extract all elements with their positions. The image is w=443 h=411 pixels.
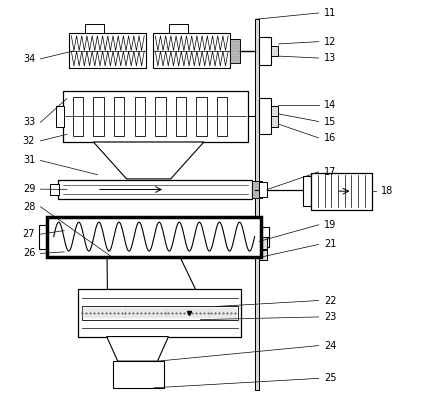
Bar: [58, 180, 253, 199]
Text: 22: 22: [324, 296, 336, 305]
Text: 24: 24: [324, 341, 336, 351]
Bar: [50, 184, 59, 195]
Bar: [176, 97, 186, 136]
Bar: [114, 97, 124, 136]
Text: 12: 12: [324, 37, 336, 47]
Bar: [271, 106, 279, 116]
Text: 16: 16: [324, 133, 336, 143]
Bar: [311, 173, 372, 210]
Bar: [78, 289, 241, 337]
Bar: [255, 19, 259, 390]
Text: 32: 32: [23, 136, 35, 146]
Text: 15: 15: [324, 117, 336, 127]
Polygon shape: [107, 257, 196, 289]
Bar: [259, 250, 267, 260]
Text: 13: 13: [324, 53, 336, 63]
Bar: [197, 97, 207, 136]
Text: 21: 21: [324, 240, 336, 249]
Bar: [217, 97, 227, 136]
Bar: [62, 91, 248, 142]
Bar: [259, 37, 272, 65]
Bar: [56, 106, 64, 127]
Bar: [259, 182, 267, 197]
Bar: [153, 33, 230, 68]
Bar: [39, 224, 48, 249]
Text: 19: 19: [324, 220, 336, 230]
Bar: [73, 97, 83, 136]
Text: 34: 34: [23, 54, 35, 64]
Bar: [271, 116, 279, 127]
Polygon shape: [93, 142, 204, 179]
Bar: [85, 24, 104, 33]
Bar: [69, 33, 147, 68]
Text: 18: 18: [381, 186, 394, 196]
Text: 33: 33: [23, 118, 35, 127]
Bar: [168, 24, 188, 33]
Bar: [113, 361, 164, 388]
Bar: [47, 217, 261, 257]
Bar: [259, 99, 271, 134]
Polygon shape: [107, 337, 168, 361]
Text: 11: 11: [324, 8, 336, 18]
Text: 26: 26: [23, 248, 35, 259]
Bar: [230, 39, 240, 63]
Bar: [272, 46, 279, 56]
Text: 27: 27: [23, 229, 35, 239]
Text: 23: 23: [324, 312, 336, 322]
Text: 31: 31: [23, 155, 35, 166]
Bar: [261, 226, 269, 247]
Bar: [135, 97, 145, 136]
Bar: [259, 237, 267, 249]
Bar: [82, 307, 238, 320]
Bar: [253, 181, 262, 198]
Text: 17: 17: [324, 167, 336, 177]
Bar: [93, 97, 104, 136]
Text: 28: 28: [23, 202, 35, 212]
Bar: [155, 97, 166, 136]
Text: 14: 14: [324, 100, 336, 110]
Text: 25: 25: [324, 373, 336, 383]
Bar: [303, 176, 311, 206]
Text: 29: 29: [23, 184, 35, 194]
